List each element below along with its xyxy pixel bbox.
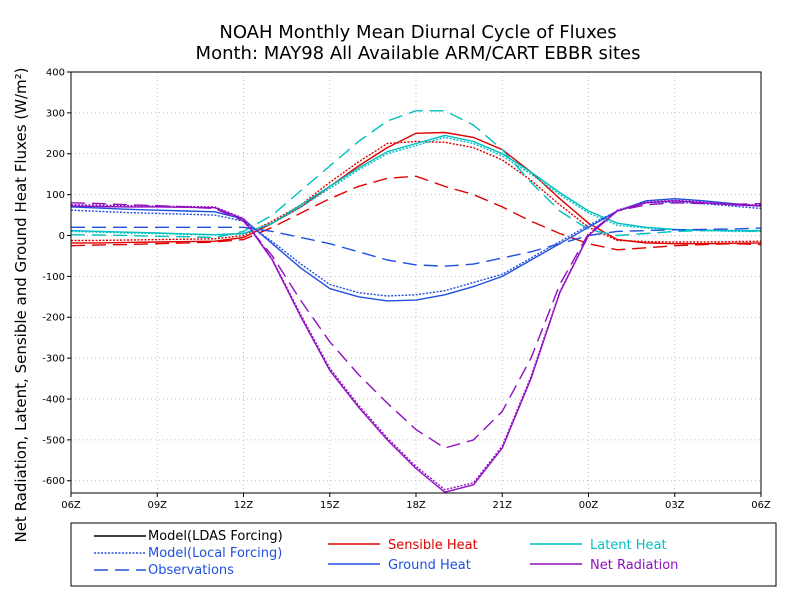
chart-title: NOAH Monthly Mean Diurnal Cycle of Fluxe…: [219, 22, 616, 43]
legend-label-sensible-heat: Sensible Heat: [388, 538, 478, 553]
series-line-latent-heat-solid: [70, 134, 761, 236]
x-tick-label: 12Z: [234, 500, 254, 511]
legend-label-solid: Model(LDAS Forcing): [148, 529, 283, 544]
legend-box: [70, 522, 777, 587]
y-tick-label: -100: [42, 272, 65, 283]
legend-label-ground-heat: Ground Heat: [388, 558, 471, 573]
x-tick-label: 03Z: [665, 500, 685, 511]
series-layer: [70, 110, 762, 493]
x-tick-label: 18Z: [406, 500, 426, 511]
y-tick-label: -400: [42, 394, 65, 405]
series-line-ground-heat-dashed: [71, 226, 762, 267]
x-tick-label: 09Z: [147, 500, 167, 511]
chart-subtitle: Month: MAY98 All Available ARM/CART EBBR…: [196, 43, 641, 64]
x-tick-label: 06Z: [751, 500, 771, 511]
series-line-latent-heat-dotted: [70, 136, 761, 236]
y-tick-label: 0: [59, 231, 65, 242]
x-tick-label: 00Z: [579, 500, 599, 511]
legend-label-dotted: Model(Local Forcing): [148, 546, 282, 561]
y-tick-label: 100: [46, 190, 65, 201]
series-line-latent-heat-dashed: [70, 110, 762, 239]
series-line-sensible-heat-dashed: [70, 175, 762, 251]
y-tick-label: 300: [46, 108, 65, 119]
y-tick-label: -200: [42, 313, 65, 324]
legend-label-dashed: Observations: [148, 563, 234, 578]
x-tick-label: 06Z: [61, 500, 81, 511]
y-tick-label: 200: [46, 149, 65, 160]
x-tick-label: 15Z: [320, 500, 340, 511]
y-axis-label: Net Radiation, Latent, Sensible and Grou…: [12, 67, 30, 542]
y-axis-ticks: 400 300 200 100 0 -100 -200 -300 -400 -500 -600: [42, 68, 71, 487]
x-tick-label: 21Z: [492, 500, 512, 511]
legend-label-net-radiation: Net Radiation: [590, 558, 678, 573]
y-tick-label: 400: [46, 68, 65, 79]
y-tick-label: -300: [42, 354, 65, 365]
legend-label-latent-heat: Latent Heat: [590, 538, 667, 553]
y-tick-label: -500: [42, 435, 65, 446]
y-tick-label: -600: [42, 476, 65, 487]
legend: Model(LDAS Forcing) Model(Local Forcing) O…: [94, 529, 678, 578]
series-line-ground-heat-solid: [70, 197, 762, 302]
series-line-sensible-heat-solid: [71, 131, 762, 245]
series-line-net-radiation-dashed: [70, 202, 762, 449]
x-axis-ticks: 06Z 09Z 12Z 15Z 18Z 21Z 00Z 03Z 06Z: [61, 493, 771, 511]
series-line-sensible-heat-dotted: [71, 140, 762, 243]
